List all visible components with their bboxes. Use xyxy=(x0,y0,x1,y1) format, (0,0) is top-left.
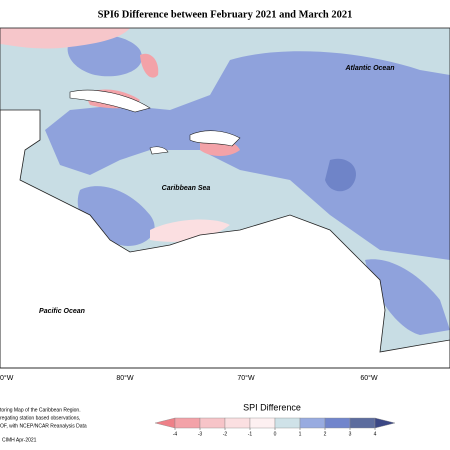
map: Atlantic Ocean Caribbean Sea Pacific Oce… xyxy=(0,27,450,369)
legend-tick-label: 1 xyxy=(299,431,302,437)
legend-swatch xyxy=(349,417,376,429)
legend-title: SPI Difference xyxy=(243,402,301,412)
legend-tick-label: -1 xyxy=(248,431,253,437)
wet-core xyxy=(325,158,356,192)
legend-swatch xyxy=(249,417,276,429)
legend-tick-label: -3 xyxy=(198,431,203,437)
title: SPI6 Difference between February 2021 an… xyxy=(98,9,353,20)
legend-swatch xyxy=(324,417,351,429)
longitude-label: 70°W xyxy=(237,374,255,382)
note: toring Map of the Caribbean Region. xyxy=(0,407,81,413)
legend-tick-label: 4 xyxy=(374,431,377,437)
dry-region xyxy=(150,219,230,242)
ocean-label: Atlantic Ocean xyxy=(344,65,394,72)
cuba xyxy=(69,89,151,113)
note: OF, with NCEP/NCAR Reanalysis Data xyxy=(0,423,87,429)
dry-region xyxy=(140,53,159,78)
wet-region xyxy=(67,34,142,77)
longitude-label: 60°W xyxy=(360,374,378,382)
legend-tick-label: -2 xyxy=(223,431,228,437)
dry-region xyxy=(0,28,130,49)
legend-swatch xyxy=(274,417,301,429)
ocean-label: Pacific Ocean xyxy=(39,308,85,315)
longitude-label: 80°W xyxy=(116,374,134,382)
legend-swatch xyxy=(224,417,251,429)
wet-region xyxy=(365,259,450,335)
legend-tick-label: -4 xyxy=(173,431,178,437)
legend-tick-label: 2 xyxy=(324,431,327,437)
hispaniola xyxy=(189,130,241,147)
legend-tick-label: 3 xyxy=(349,431,352,437)
legend-swatch xyxy=(299,417,326,429)
sea-label: Caribbean Sea xyxy=(162,185,211,192)
credit: CIMH Apr-2021 xyxy=(2,437,37,443)
legend-tick-label: 0 xyxy=(274,431,277,437)
wet-region xyxy=(45,51,450,260)
jamaica xyxy=(149,146,169,155)
legend-swatch xyxy=(174,417,201,429)
legend-swatch xyxy=(199,417,226,429)
map-frame xyxy=(0,27,450,369)
land-and-pacific xyxy=(0,109,450,369)
longitude-label: 0°W xyxy=(0,374,14,382)
note: regating station based observations, xyxy=(0,415,80,421)
legend-arrow xyxy=(374,417,396,429)
legend: -4 -3 -2 -1 0 1 2 3 4 xyxy=(154,417,396,437)
